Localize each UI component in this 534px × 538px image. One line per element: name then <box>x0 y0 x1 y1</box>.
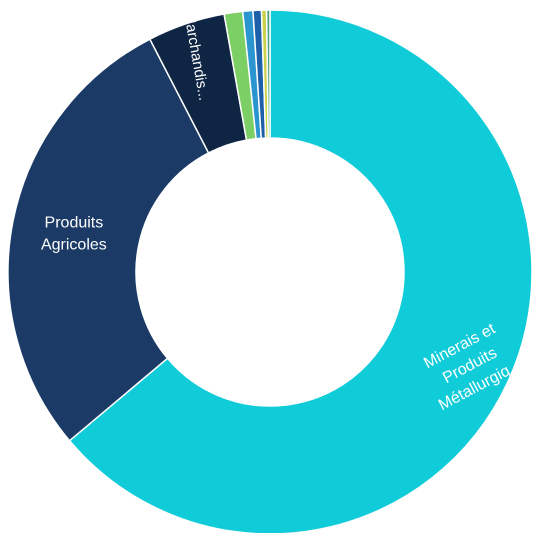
slice-label-produits-agricoles: Produits Agricoles <box>41 214 107 253</box>
donut-slice-slice-8 <box>265 9 271 139</box>
slice-label-line: Agricoles <box>41 236 107 253</box>
donut-slice-minerais-et-produits-metallurgiques <box>68 9 533 535</box>
slice-label-line: Produits <box>45 214 104 231</box>
donut-slice-produits-agricoles <box>7 38 210 442</box>
